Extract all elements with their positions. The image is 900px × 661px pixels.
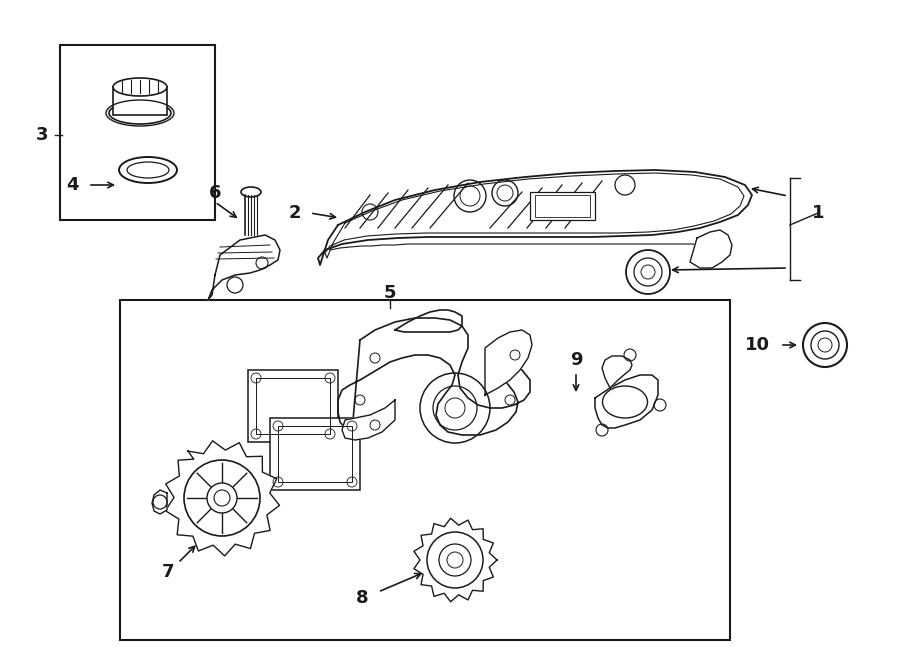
Circle shape [184, 460, 260, 536]
Polygon shape [395, 310, 462, 332]
Text: 2: 2 [289, 204, 302, 222]
Circle shape [207, 483, 237, 513]
Ellipse shape [109, 102, 171, 124]
Bar [256, 378, 330, 434]
Circle shape [427, 532, 483, 588]
Polygon shape [602, 356, 632, 388]
Polygon shape [208, 235, 280, 300]
Bar [120, 300, 730, 640]
Text: 4: 4 [66, 176, 78, 194]
Circle shape [626, 250, 670, 294]
Polygon shape [414, 518, 497, 602]
Polygon shape [152, 490, 167, 514]
Polygon shape [166, 441, 280, 556]
Bar [270, 418, 360, 490]
Text: 8: 8 [356, 589, 368, 607]
Polygon shape [318, 170, 752, 265]
Circle shape [803, 323, 847, 367]
Bar [535, 195, 590, 217]
Text: 1: 1 [812, 204, 824, 222]
Text: 5: 5 [383, 284, 396, 302]
Text: 3: 3 [36, 126, 49, 144]
Bar [113, 87, 167, 115]
Text: 9: 9 [570, 351, 582, 369]
Text: 7: 7 [162, 563, 175, 581]
Polygon shape [342, 400, 395, 440]
Ellipse shape [113, 78, 167, 96]
Bar [248, 370, 338, 442]
Bar [60, 45, 215, 220]
Polygon shape [595, 375, 658, 428]
Text: 6: 6 [209, 184, 221, 202]
Bar [278, 426, 352, 482]
Bar [530, 192, 595, 220]
Polygon shape [338, 318, 530, 435]
Polygon shape [690, 230, 732, 268]
Text: 10: 10 [744, 336, 770, 354]
Polygon shape [485, 330, 532, 395]
